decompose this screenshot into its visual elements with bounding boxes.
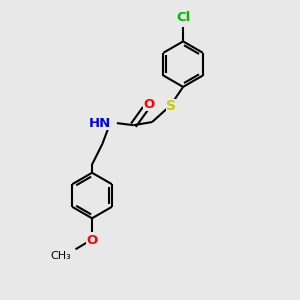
Text: S: S	[166, 98, 176, 112]
Text: O: O	[143, 98, 155, 111]
Text: O: O	[86, 234, 98, 247]
Text: Cl: Cl	[176, 11, 190, 24]
Text: HN: HN	[88, 117, 111, 130]
Text: CH₃: CH₃	[51, 251, 71, 261]
